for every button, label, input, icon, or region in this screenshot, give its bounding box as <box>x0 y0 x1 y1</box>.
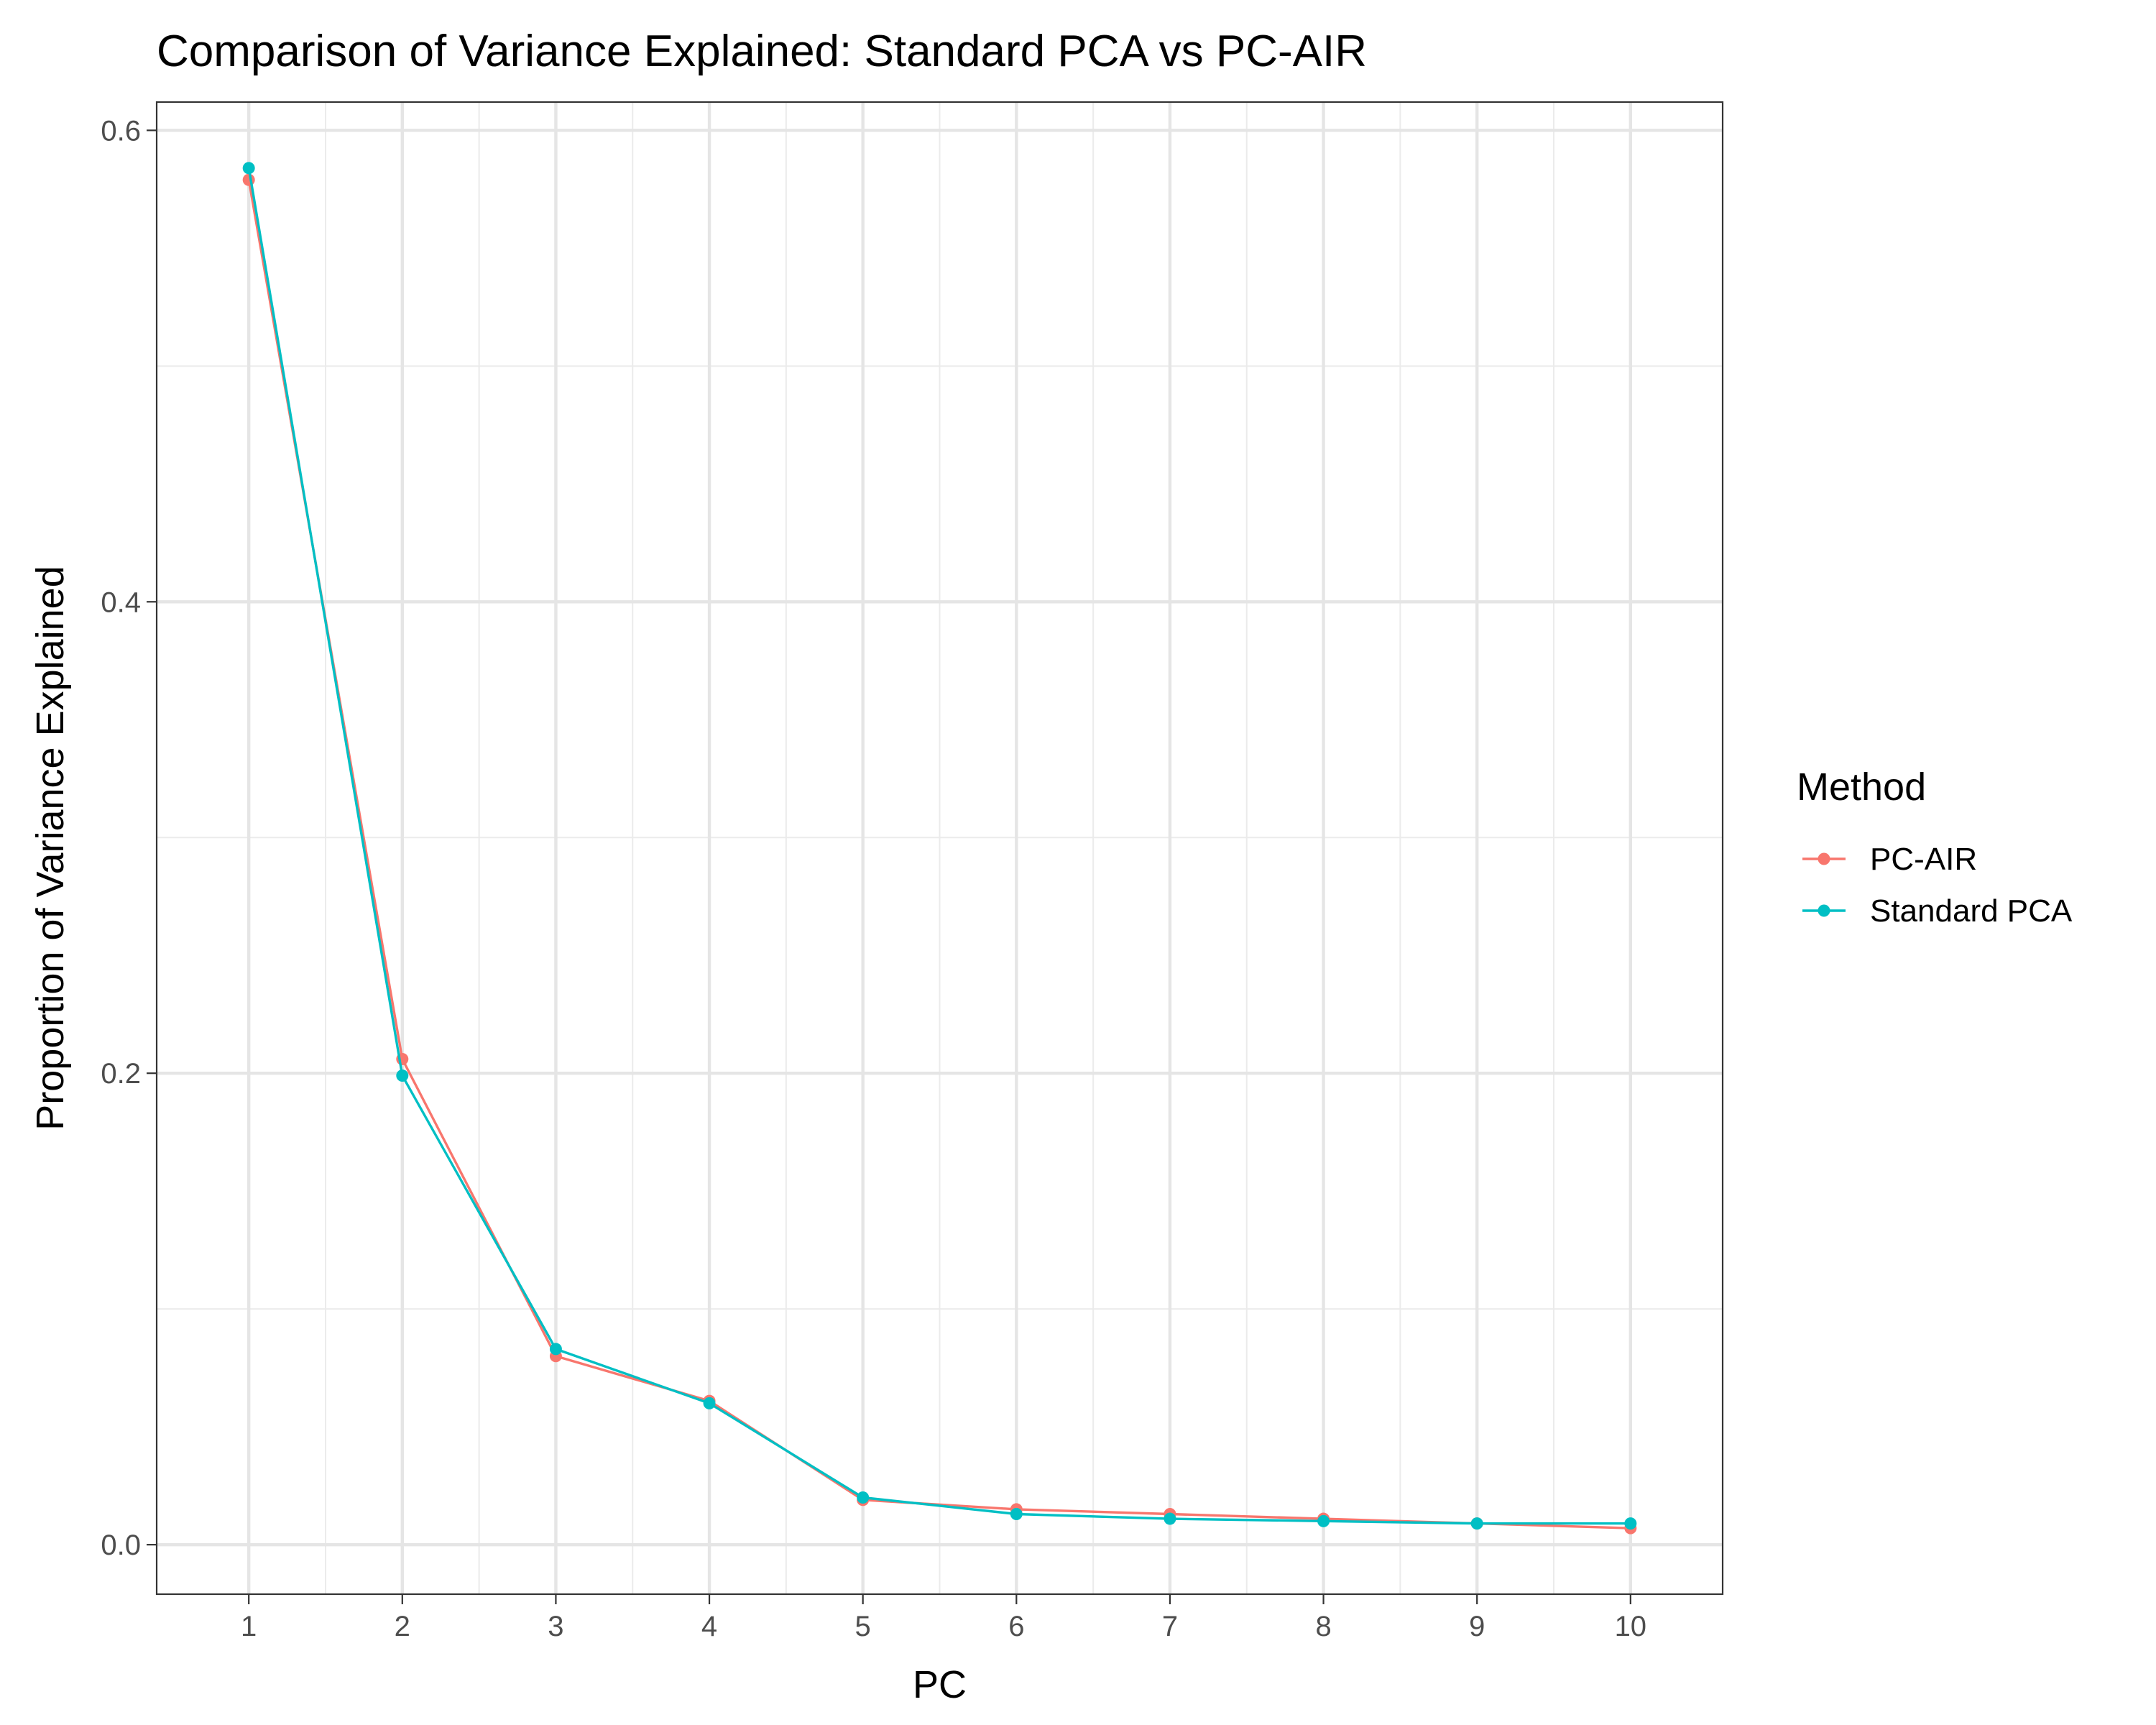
data-point <box>1470 1517 1483 1530</box>
legend-key-point <box>1818 904 1830 917</box>
series-standard-pca <box>242 162 1637 1530</box>
series-line <box>247 167 1631 1525</box>
y-tick-label: 0.4 <box>101 586 141 618</box>
data-point <box>396 1069 409 1082</box>
y-tick-label: 0.6 <box>101 115 141 147</box>
legend-label: PC-AIR <box>1870 842 1977 877</box>
data-point <box>242 162 255 175</box>
x-tick-label: 1 <box>241 1611 257 1642</box>
data-point <box>857 1491 870 1504</box>
data-point <box>549 1343 562 1356</box>
x-tick-label: 2 <box>395 1611 410 1642</box>
legend-label: Standard PCA <box>1870 893 2073 929</box>
chart-title: Comparison of Variance Explained: Standa… <box>157 27 1367 76</box>
y-tick-label: 0.2 <box>101 1058 141 1090</box>
x-tick-label: 4 <box>701 1611 717 1642</box>
data-point <box>1317 1514 1330 1527</box>
legend-item: Standard PCA <box>1802 893 2073 929</box>
data-point <box>1010 1507 1023 1520</box>
x-axis-title: PC <box>913 1663 967 1706</box>
data-point <box>1624 1517 1637 1530</box>
legend-title: Method <box>1797 765 1926 809</box>
y-axis-title: Proportion of Variance Explained <box>29 566 72 1130</box>
x-tick-label: 10 <box>1615 1611 1647 1642</box>
x-tick-label: 6 <box>1008 1611 1024 1642</box>
data-point <box>242 173 255 186</box>
x-tick-label: 8 <box>1315 1611 1331 1642</box>
data-point <box>703 1397 716 1409</box>
data-point <box>1164 1512 1176 1525</box>
legend-key-point <box>1818 852 1830 865</box>
x-tick-label: 7 <box>1162 1611 1178 1642</box>
x-tick-label: 9 <box>1469 1611 1485 1642</box>
x-tick-label: 3 <box>548 1611 563 1642</box>
legend-item: PC-AIR <box>1802 842 1977 877</box>
plot-border <box>155 101 1724 1596</box>
legend: Method PC-AIR Standard PCA <box>1797 765 2073 929</box>
x-tick-label: 5 <box>855 1611 871 1642</box>
y-tick-label: 0.0 <box>101 1530 141 1561</box>
series-layer <box>242 162 1637 1535</box>
axes: 0.0 0.2 0.4 0.6 1 2 3 4 5 6 7 8 9 10 <box>101 115 1646 1642</box>
